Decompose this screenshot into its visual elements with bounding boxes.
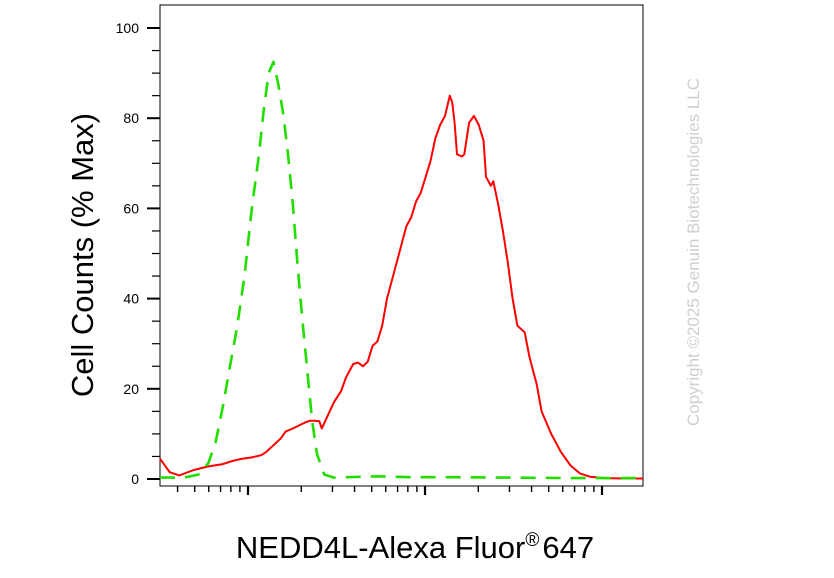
control-histogram-line [160, 60, 643, 480]
y-tick-label: 0 [131, 471, 139, 487]
x-axis-label-main: NEDD4L-Alexa Fluor [235, 530, 526, 565]
y-tick-label: 80 [123, 110, 139, 126]
plot-frame [159, 4, 644, 487]
copyright-watermark: Copyright ©2025 Genuin Biotechnologies L… [684, 77, 703, 427]
y-tick-label: 60 [123, 200, 139, 216]
y-tick-label: 40 [123, 291, 139, 307]
y-tick-label: 20 [123, 381, 139, 397]
registered-mark: ® [525, 530, 540, 551]
y-axis-label: Cell Counts (% Max) [65, 112, 100, 398]
y-axis: 0 20 40 60 80 100 [116, 20, 160, 487]
series-layer [159, 60, 643, 480]
y-tick-label: 100 [116, 20, 140, 36]
x-axis-label-suffix: 647 [542, 530, 595, 565]
sample-histogram-line [159, 94, 643, 480]
x-axis-label: NEDD4L-Alexa Fluor®647 [236, 530, 594, 566]
x-axis [176, 486, 604, 495]
